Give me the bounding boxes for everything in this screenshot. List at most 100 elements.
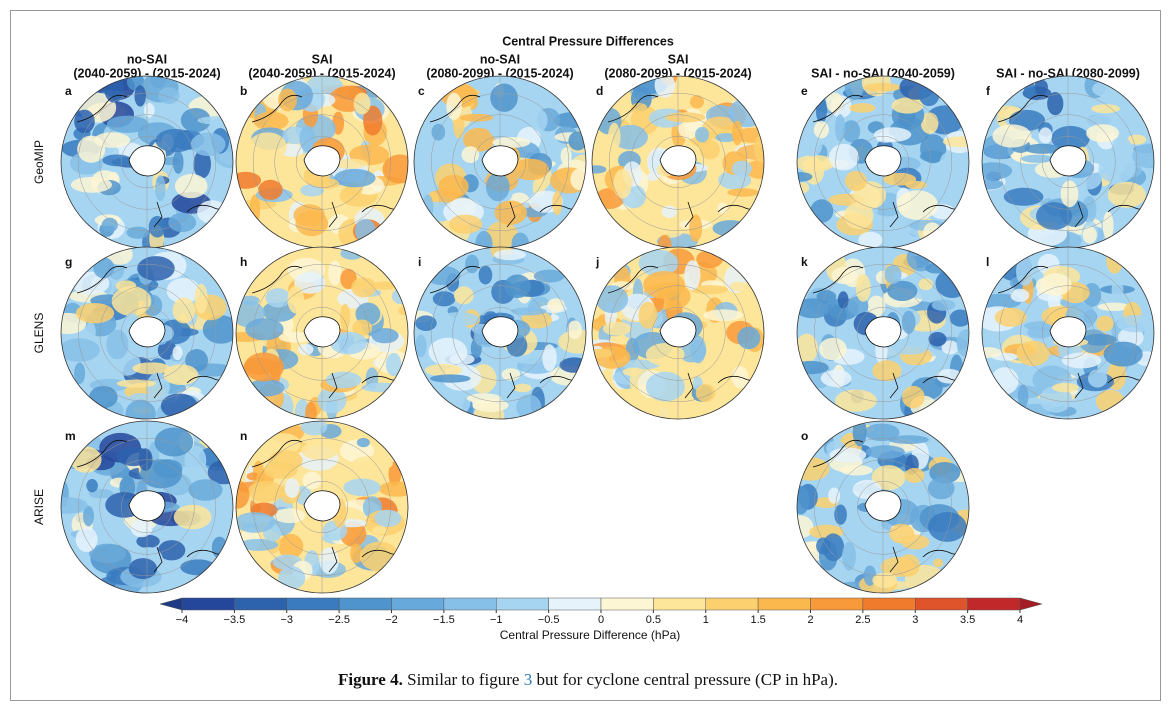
map-blob — [415, 315, 437, 331]
map-blob — [830, 448, 867, 463]
map-blob — [131, 520, 153, 538]
colorbar-tick-label: −1 — [490, 614, 503, 626]
caption-text: but for cyclone central pressure (CP in … — [532, 670, 838, 689]
map-blob — [603, 322, 631, 336]
map-blob — [86, 479, 98, 492]
colorbar-bin — [601, 598, 653, 610]
figure: Central Pressure Differences Central Pre… — [0, 0, 1171, 717]
map-blob — [197, 116, 238, 125]
map-blob — [351, 277, 376, 297]
map-blob — [1088, 369, 1107, 387]
map-blob — [730, 282, 748, 291]
map-blob — [516, 394, 541, 419]
map-blob — [425, 364, 462, 376]
map-blob — [511, 307, 547, 315]
colorbar-tick-label: 3.5 — [960, 614, 975, 626]
colorbar-tick-label: 1.5 — [750, 614, 765, 626]
map-blob — [1086, 124, 1119, 142]
map-blob — [1117, 315, 1154, 332]
map-blob — [866, 445, 905, 459]
map-blob — [889, 524, 914, 544]
map-blob — [328, 260, 341, 285]
map-blob — [819, 338, 847, 361]
map-blob — [793, 361, 828, 374]
map-blob — [1052, 383, 1079, 392]
map-blob — [175, 174, 208, 198]
row-label: ARISE — [32, 489, 46, 525]
map-blob — [647, 398, 684, 428]
map-blob — [788, 172, 812, 182]
map-blob — [596, 285, 628, 313]
map-blob — [929, 332, 947, 346]
map-blob — [76, 527, 98, 552]
map-blob — [845, 171, 867, 191]
map-blob — [1010, 289, 1029, 302]
map-blob — [230, 172, 261, 189]
map-blob — [932, 299, 956, 310]
map-blob — [904, 468, 924, 483]
map-blob — [646, 372, 685, 402]
map-panel — [224, 247, 410, 428]
map-blob — [613, 169, 632, 198]
map-blob — [102, 154, 131, 166]
map-blob — [928, 478, 955, 500]
map-blob — [561, 147, 572, 164]
column-header: no-SAI — [480, 52, 520, 66]
colorbar-bin — [549, 598, 601, 610]
map-blob — [892, 98, 924, 114]
map-blob — [1108, 182, 1146, 208]
map-blob — [1112, 138, 1130, 149]
caption-ref[interactable]: 3 — [524, 670, 533, 689]
map-blob — [514, 384, 532, 393]
map-blob — [454, 286, 474, 304]
map-blob — [798, 182, 810, 193]
map-blob — [89, 386, 118, 408]
colorbar-tick-label: 3 — [912, 614, 918, 626]
map-blob — [829, 144, 859, 171]
map-blob — [943, 136, 979, 147]
map-blob — [372, 328, 399, 343]
colorbar-tick-label: −1.5 — [433, 614, 455, 626]
map-blob — [433, 105, 447, 117]
map-blob — [449, 354, 474, 365]
map-blob — [1104, 342, 1143, 367]
colorbar-tick-label: −0.5 — [538, 614, 560, 626]
map-blob — [462, 146, 480, 163]
map-blob — [1098, 154, 1135, 183]
panel-letter: o — [801, 429, 808, 443]
map-blob — [386, 353, 401, 376]
map-blob — [992, 124, 1031, 147]
map-blob — [835, 114, 845, 141]
map-panel — [226, 418, 415, 593]
map-blob — [893, 343, 927, 354]
map-blob — [360, 542, 399, 572]
map-blob — [362, 383, 403, 393]
map-blob — [547, 298, 564, 312]
map-blob — [269, 450, 303, 471]
caption-text: Similar to figure — [403, 670, 524, 689]
colorbar-bin — [496, 598, 548, 610]
map-panel — [404, 236, 599, 431]
map-blob — [874, 127, 911, 142]
map-panel — [230, 74, 417, 248]
map-blob — [134, 85, 145, 106]
column-header: no-SAI — [127, 52, 167, 66]
map-blob — [266, 288, 291, 307]
map-blob — [1040, 273, 1072, 296]
map-blob — [379, 481, 415, 496]
map-blob — [728, 98, 764, 127]
map-panel — [586, 68, 779, 257]
map-blob — [853, 417, 867, 446]
map-blob — [106, 330, 128, 360]
map-blob — [287, 285, 304, 313]
map-blob — [46, 497, 88, 514]
map-blob — [662, 206, 677, 218]
colorbar-tick-label: 2.5 — [855, 614, 870, 626]
map-blob — [248, 132, 287, 161]
map-blob — [793, 457, 830, 480]
map-blob — [1091, 104, 1120, 113]
map-blob — [864, 83, 901, 92]
map-blob — [643, 271, 685, 299]
page: Central Pressure Differences Central Pre… — [0, 0, 1171, 717]
map-blob — [974, 162, 1012, 179]
